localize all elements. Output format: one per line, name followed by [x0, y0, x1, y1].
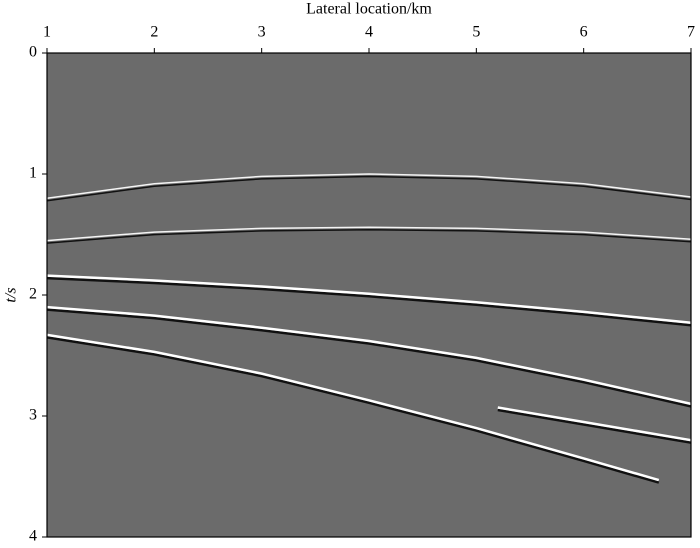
reflector-shadow [46, 308, 692, 408]
reflector [46, 226, 692, 242]
reflector [46, 274, 692, 325]
y-tick-label: 2 [29, 286, 37, 303]
x-tick-label: 3 [258, 24, 266, 41]
reflector-shadow [46, 175, 692, 202]
reflector-shadow [46, 276, 692, 327]
reflector-shadow [497, 408, 692, 444]
x-tick-label: 5 [472, 24, 480, 41]
y-tick-label: 4 [29, 528, 37, 545]
x-tick-label: 6 [580, 24, 588, 41]
y-tick-label: 1 [29, 165, 37, 182]
x-tick-label: 4 [365, 24, 373, 41]
y-tick-label: 0 [29, 44, 37, 61]
reflector [46, 333, 660, 482]
x-axis-label: Lateral location/km [306, 1, 432, 18]
x-tick-label: 2 [150, 24, 158, 41]
x-tick-label: 7 [687, 24, 695, 41]
reflector [46, 305, 692, 406]
x-tick-label: 1 [43, 24, 51, 41]
reflector-shadow [46, 336, 660, 484]
y-axis-label: t/s [3, 287, 20, 302]
y-tick-label: 3 [29, 407, 37, 424]
reflector [46, 173, 692, 199]
reflector [497, 406, 692, 442]
reflector-shadow [46, 228, 692, 244]
